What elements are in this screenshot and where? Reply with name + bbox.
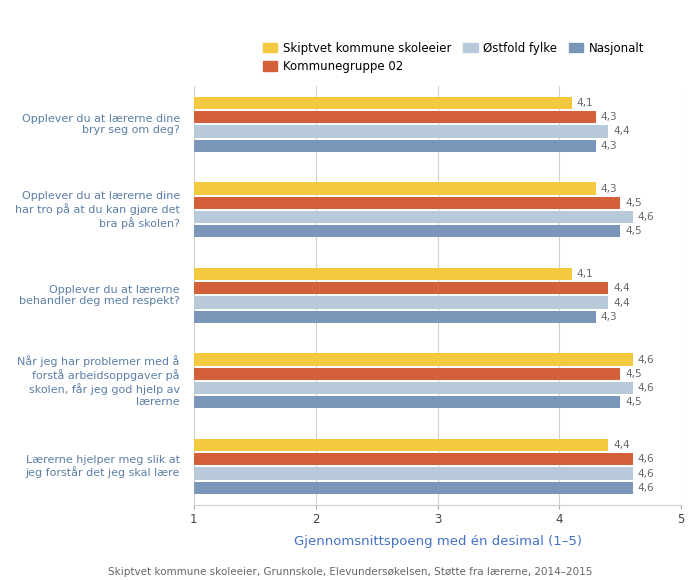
Bar <box>194 368 620 380</box>
Text: 4,6: 4,6 <box>638 469 654 478</box>
Bar <box>194 467 633 480</box>
Legend: Skiptvet kommune skoleeier, Kommunegruppe 02, Østfold fylke, Nasjonalt: Skiptvet kommune skoleeier, Kommunegrupp… <box>263 42 645 74</box>
Text: 4,4: 4,4 <box>613 440 630 450</box>
Bar <box>194 382 633 394</box>
X-axis label: Gjennomsnittspoeng med én desimal (1–5): Gjennomsnittspoeng med én desimal (1–5) <box>293 535 582 548</box>
Bar <box>194 111 596 124</box>
Text: 4,6: 4,6 <box>638 483 654 493</box>
Text: 4,6: 4,6 <box>638 383 654 393</box>
Text: 4,1: 4,1 <box>577 98 593 108</box>
Bar <box>194 453 633 466</box>
Bar <box>194 125 608 137</box>
Text: 4,3: 4,3 <box>601 141 617 151</box>
Text: 4,4: 4,4 <box>613 283 630 293</box>
Text: 4,3: 4,3 <box>601 183 617 194</box>
Text: 4,1: 4,1 <box>577 269 593 279</box>
Bar <box>194 211 633 223</box>
Text: 4,5: 4,5 <box>625 397 642 407</box>
Text: 4,3: 4,3 <box>601 113 617 122</box>
Bar <box>194 439 608 451</box>
Text: 4,5: 4,5 <box>625 369 642 379</box>
Bar <box>194 396 620 408</box>
Bar <box>194 481 633 494</box>
Bar <box>194 225 620 237</box>
Bar <box>194 282 608 295</box>
Bar <box>194 97 572 109</box>
Text: 4,4: 4,4 <box>613 298 630 307</box>
Text: 4,6: 4,6 <box>638 354 654 365</box>
Bar <box>194 197 620 209</box>
Text: 4,6: 4,6 <box>638 212 654 222</box>
Text: 4,5: 4,5 <box>625 226 642 236</box>
Bar <box>194 353 633 366</box>
Bar <box>194 296 608 309</box>
Text: 4,5: 4,5 <box>625 198 642 208</box>
Text: 4,3: 4,3 <box>601 312 617 322</box>
Bar <box>194 268 572 280</box>
Text: 4,4: 4,4 <box>613 126 630 136</box>
Bar <box>194 140 596 152</box>
Bar <box>194 311 596 323</box>
Bar <box>194 182 596 195</box>
Text: Skiptvet kommune skoleeier, Grunnskole, Elevundersøkelsen, Støtte fra lærerne, 2: Skiptvet kommune skoleeier, Grunnskole, … <box>108 567 592 577</box>
Text: 4,6: 4,6 <box>638 454 654 465</box>
